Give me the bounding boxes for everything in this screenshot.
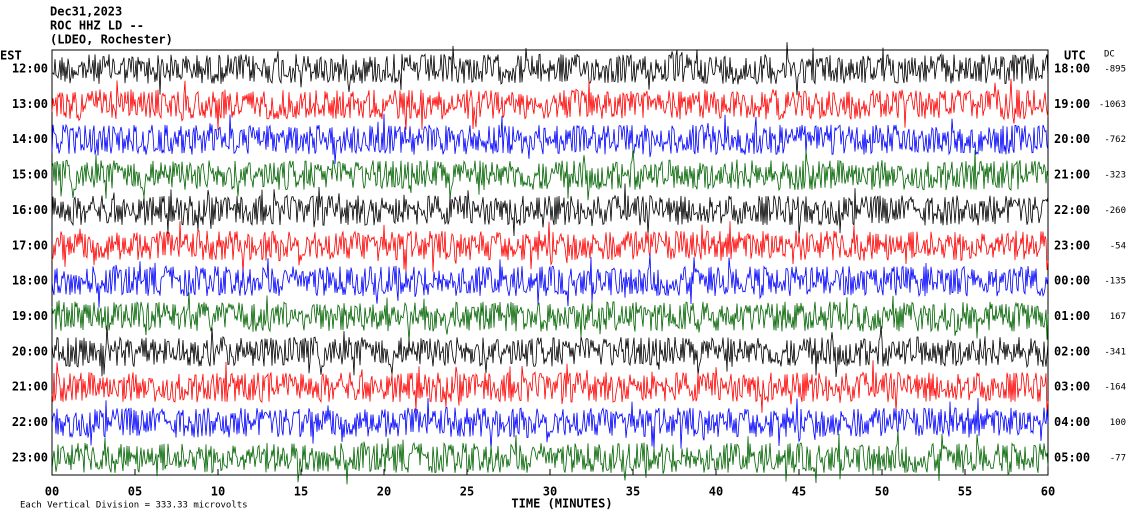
seismic-trace: [51, 148, 1049, 201]
est-label: 23:00: [12, 450, 48, 464]
est-label: 15:00: [12, 168, 48, 182]
dc-value: -762: [1104, 135, 1126, 145]
seismic-trace: [51, 292, 1049, 342]
utc-label: 20:00: [1054, 132, 1090, 146]
dc-label: DC: [1104, 50, 1115, 60]
seismic-trace: [51, 78, 1049, 131]
seismic-trace: [51, 325, 1049, 378]
x-tick-label: 60: [1041, 485, 1055, 499]
dc-value: -260: [1104, 206, 1126, 216]
seismic-trace: [51, 254, 1049, 308]
dc-value: -895: [1104, 65, 1126, 75]
x-tick-label: 35: [626, 485, 640, 499]
x-tick-label: 30: [543, 485, 557, 499]
x-tick-label: 55: [958, 485, 972, 499]
est-label: 14:00: [12, 132, 48, 146]
est-label: 18:00: [12, 274, 48, 288]
x-tick-label: 45: [792, 485, 806, 499]
seismic-trace: [51, 430, 1049, 485]
x-tick-label: 20: [377, 485, 391, 499]
seismic-trace: [51, 360, 1049, 413]
utc-label: 21:00: [1054, 168, 1090, 182]
est-label: 16:00: [12, 203, 48, 217]
dc-value: 167: [1110, 312, 1126, 322]
right-axis-label: UTC: [1064, 49, 1086, 63]
dc-value: 100: [1110, 418, 1126, 428]
seismic-trace: [51, 183, 1049, 237]
est-label: 19:00: [12, 309, 48, 323]
dc-value: -77: [1110, 453, 1126, 463]
utc-label: 01:00: [1054, 309, 1090, 323]
traces: [51, 42, 1049, 485]
title-line: Dec31,2023: [50, 5, 122, 19]
seismic-trace: [51, 113, 1049, 164]
x-tick-label: 15: [294, 485, 308, 499]
utc-label: 00:00: [1054, 274, 1090, 288]
x-tick-label: 00: [45, 485, 59, 499]
est-label: 13:00: [12, 97, 48, 111]
x-axis-label: TIME (MINUTES): [511, 497, 612, 511]
seismic-trace: [51, 221, 1049, 273]
dc-value: -341: [1104, 347, 1126, 357]
est-label: 22:00: [12, 415, 48, 429]
est-label: 21:00: [12, 380, 48, 394]
est-label: 12:00: [12, 62, 48, 76]
utc-label: 22:00: [1054, 203, 1090, 217]
x-tick-label: 10: [211, 485, 225, 499]
utc-label: 05:00: [1054, 450, 1090, 464]
seismic-trace: [51, 42, 1049, 96]
utc-label: 18:00: [1054, 62, 1090, 76]
title-line: ROC HHZ LD --: [50, 19, 144, 33]
utc-label: 19:00: [1054, 97, 1090, 111]
dc-value: -164: [1104, 383, 1126, 393]
left-axis-label: EST: [0, 49, 22, 63]
dc-value: -323: [1104, 171, 1126, 181]
x-tick-label: 50: [875, 485, 889, 499]
x-tick-label: 40: [709, 485, 723, 499]
utc-label: 23:00: [1054, 238, 1090, 252]
seismic-trace: [51, 397, 1049, 450]
dc-value: -135: [1104, 277, 1126, 287]
footer: Each Vertical Division = 333.33 microvol…: [20, 501, 248, 511]
est-label: 17:00: [12, 238, 48, 252]
x-tick-label: 25: [460, 485, 474, 499]
utc-label: 04:00: [1054, 415, 1090, 429]
utc-label: 02:00: [1054, 344, 1090, 358]
title-line: (LDEO, Rochester): [50, 33, 173, 47]
dc-value: -1063: [1099, 100, 1126, 110]
x-tick-label: 05: [128, 485, 142, 499]
dc-value: -54: [1110, 241, 1126, 251]
utc-label: 03:00: [1054, 380, 1090, 394]
est-label: 20:00: [12, 344, 48, 358]
